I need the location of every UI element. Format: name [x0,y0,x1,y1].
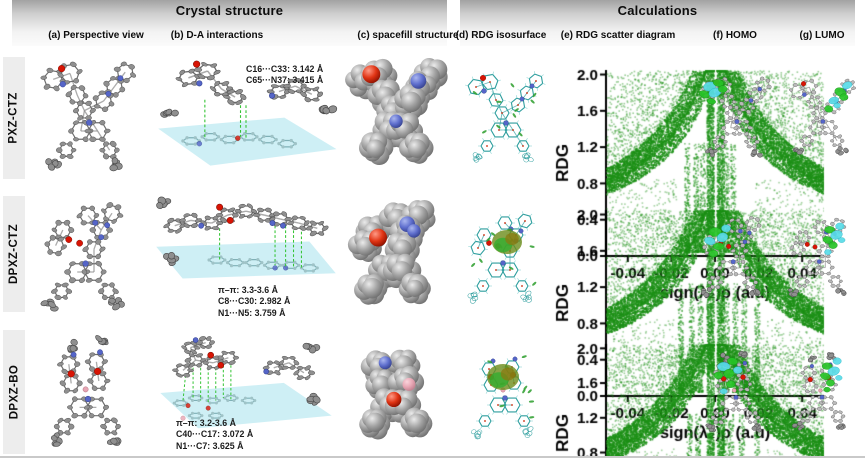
da-interactions-pxz-ctz-image [158,60,338,166]
lumo-dpxz-ctz-image [788,217,847,298]
da-interactions-dpxz-bo-image [160,336,332,429]
contact-line: C65···N37: 3.415 Å [246,75,324,86]
column-label-da-interactions: (b) D-A interactions [170,30,264,41]
perspective-view-pxz-ctz-image [40,61,137,172]
contact-line: N1···C7: 3.625 Å [176,440,244,451]
rdg-isosurface-dpxz-ctz-image [467,211,537,304]
contact-annotation-dpxz-ctz: π–π: 3.3-3.6 Å C8···C30: 2.982 Å N1···N5… [218,285,290,319]
homo-pxz-ctz-image [698,76,772,158]
column-label-rdg-isosurface: (d) RDG isosurface [455,30,547,41]
row-label-text: PXZ-CTZ [8,92,21,144]
column-label-homo: (f) HOMO [713,30,757,41]
contact-line: N1···N5: 3.759 Å [218,307,286,318]
contact-line: π–π: 3.2-3.6 Å [176,418,236,428]
contact-line: C8···C30: 2.982 Å [218,296,291,307]
spacefill-pxz-ctz-image [345,57,448,166]
column-label-rdg-scatter: (e) RDG scatter diagram [560,30,676,41]
contact-line: π–π: 3.3-3.6 Å [218,285,278,295]
rdg-isosurface-pxz-ctz-image [465,71,546,163]
lumo-dpxz-bo-image [791,352,846,431]
column-label-lumo: (g) LUMO [799,30,845,41]
da-interactions-dpxz-ctz-image [156,196,336,279]
homo-dpxz-bo-image [705,350,762,433]
row-label-text: DPXZ-CTZ [8,223,20,285]
perspective-view-dpxz-bo-image [50,335,122,447]
homo-dpxz-ctz-image [701,216,762,298]
row-label-dpxz-bo: DPXZ-BO [3,330,25,454]
calculations-header-band: Calculations [460,0,855,46]
contact-annotation-pxz-ctz: C16···C33: 3.142 Å C65···N37: 3.415 Å [246,64,323,87]
contact-line: C16···C33: 3.142 Å [246,64,324,74]
spacefill-dpxz-ctz-image [347,199,436,305]
contact-annotation-dpxz-bo: π–π: 3.2-3.6 Å C40···C17: 3.072 Å N1···C… [176,418,253,452]
crystal-structure-header-band: Crystal structure [12,0,447,46]
row-label-text: DPXZ-BO [8,364,20,420]
contact-line: C40···C17: 3.072 Å [176,429,254,440]
spacefill-dpxz-bo-image [359,349,433,440]
lumo-pxz-ctz-image [789,78,856,156]
calculations-title: Calculations [617,3,698,18]
column-label-perspective-view: (a) Perspective view [48,30,144,41]
perspective-view-dpxz-ctz-image [40,202,125,312]
crystal-structure-title: Crystal structure [175,3,284,18]
row-label-pxz-ctz: PXZ-CTZ [3,57,25,179]
rdg-scatter-chart-dpxz-bo [552,330,832,456]
rdg-isosurface-dpxz-bo-image [471,355,535,440]
row-label-dpxz-ctz: DPXZ-CTZ [3,196,25,312]
column-label-spacefill: (c) spacefill structure [357,30,459,41]
